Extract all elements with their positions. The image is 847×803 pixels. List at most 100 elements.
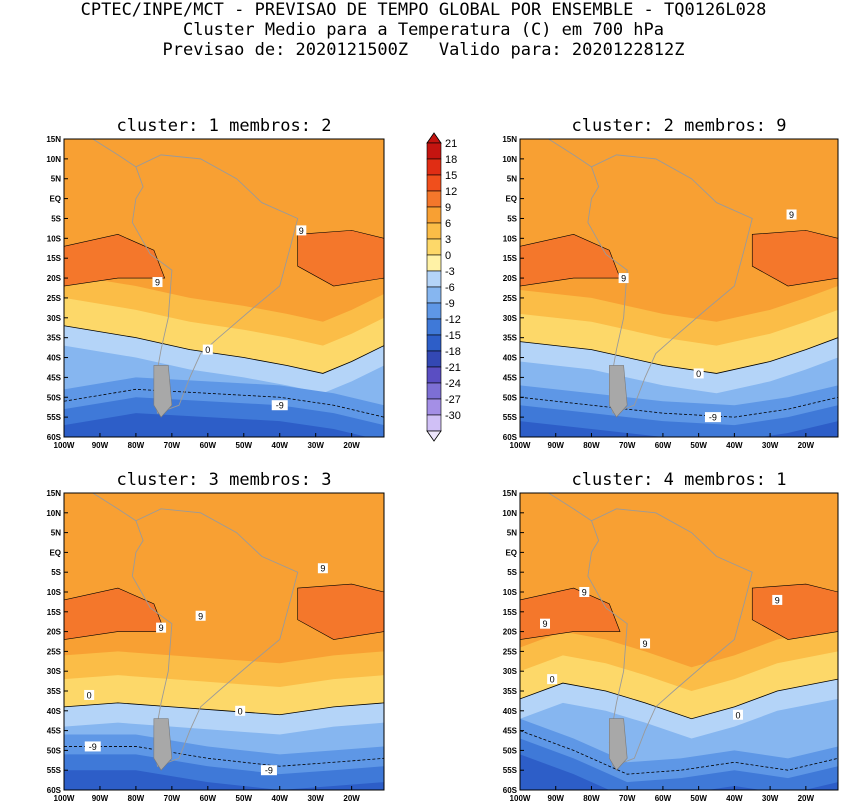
x-tick-label: 100W (54, 794, 75, 803)
y-tick-label: 45S (47, 727, 62, 736)
contour-label: 9 (299, 226, 304, 236)
contour-label-box (202, 344, 213, 355)
y-tick-label: 5N (51, 175, 61, 184)
colorbar-label: -6 (445, 282, 455, 294)
y-tick-label: 15S (503, 254, 518, 263)
band-minus12-minus9 (520, 405, 838, 437)
y-tick-label: 40S (503, 354, 518, 363)
y-tick-label: 45S (47, 373, 62, 382)
colorbar-swatch (426, 350, 442, 368)
panel-frame (519, 492, 839, 791)
y-tick-label: 25S (47, 647, 62, 656)
y-tick-label: 20S (47, 274, 62, 283)
x-tick-label: 20W (798, 794, 815, 803)
y-tick-label: 10S (47, 588, 62, 597)
colorbar-swatch (426, 238, 442, 256)
y-tick-label: 25S (503, 647, 518, 656)
contour-label-box (84, 689, 95, 700)
y-tick-label: 25S (47, 294, 62, 303)
band-minus12-minus9 (520, 738, 838, 790)
y-tick-label: 10N (46, 155, 61, 164)
x-tick-label: 90W (548, 794, 565, 803)
temperature-field (64, 493, 384, 790)
y-tick-label: 50S (503, 746, 518, 755)
colorbar-label: 15 (445, 170, 457, 182)
colorbar-label: 21 (445, 138, 457, 150)
contour-label: -9 (276, 401, 284, 411)
x-tick-label: 50W (236, 794, 253, 803)
y-tick-label: 10N (502, 509, 517, 518)
y-tick-label: 40S (47, 354, 62, 363)
y-tick-label: 40S (503, 707, 518, 716)
colorbar-label: -9 (445, 298, 455, 310)
colorbar-label: -15 (445, 330, 461, 342)
contour-label-box (540, 618, 551, 629)
coastline (587, 508, 753, 767)
y-tick-label: 15S (47, 254, 62, 263)
y-tick-label: 40S (47, 707, 62, 716)
contour-label: 9 (789, 210, 794, 220)
coastline (131, 154, 299, 414)
isotherm-0 (64, 702, 384, 716)
figure-canvas: 9 9 0 -9 cluster: 1 membros: 2 15N 10N 5N EQ 5S 10… (46, 116, 839, 803)
colorbar-swatch (426, 254, 442, 272)
contour-label-box (317, 563, 328, 574)
colorbar-label: -3 (445, 266, 455, 278)
contour-label: 0 (87, 690, 92, 700)
contour-label-box (195, 610, 206, 621)
colorbar-swatch (426, 286, 442, 304)
x-tick-label: 100W (510, 794, 531, 803)
x-tick-label: 80W (583, 441, 600, 450)
y-tick-label: 35S (503, 334, 518, 343)
colorbar-label: -24 (445, 378, 461, 390)
coastline-central-america (520, 139, 592, 168)
colorbar: 21 18 15 12 9 6 3 0 -3 -6 -9 -12 -15 -18 -21 -24 -27 -30 (426, 132, 461, 442)
colorbar-swatch (426, 222, 442, 240)
contour-label-box (704, 412, 721, 423)
contour-label: -9 (265, 766, 273, 776)
band-minus15-minus12 (64, 770, 384, 790)
colorbar-swatch (426, 206, 442, 224)
panel-title: cluster: 3 membros: 3 (117, 470, 332, 490)
y-tick-label: EQ (505, 195, 517, 204)
y-tick-label: 35S (47, 687, 62, 696)
y-tick-label: 45S (503, 727, 518, 736)
x-tick-label: 30W (762, 441, 779, 450)
contour-label: 9 (775, 595, 780, 605)
colorbar-label: -12 (445, 314, 461, 326)
y-tick-label: 10S (47, 234, 62, 243)
warm-core-east (297, 230, 384, 287)
contour-label-box (235, 705, 246, 716)
isotherm-minus9 (64, 388, 384, 418)
y-tick-label: 5S (51, 214, 61, 223)
colorbar-swatch (426, 302, 442, 320)
x-tick-label: 60W (655, 441, 672, 450)
x-tick-label: 70W (619, 441, 636, 450)
panel-frame (63, 492, 385, 791)
x-tick-label: 50W (236, 441, 253, 450)
y-tick-label: 5N (507, 175, 517, 184)
x-tick-label: 80W (128, 794, 145, 803)
y-tick-label: 5N (51, 529, 61, 538)
terrain-mask (153, 718, 173, 771)
colorbar-swatch (426, 334, 442, 352)
x-tick-label: 90W (548, 441, 565, 450)
colorbar-swatch (426, 366, 442, 384)
y-tick-label: 55S (47, 413, 62, 422)
colorbar-swatch (426, 174, 442, 192)
coastline-central-america (520, 493, 592, 522)
y-tick-label: 5S (51, 568, 61, 577)
contour-label-box (271, 400, 288, 411)
y-tick-label: 60S (47, 433, 62, 442)
x-tick-label: 40W (726, 794, 743, 803)
x-tick-label: 50W (690, 441, 707, 450)
y-tick-label: 60S (503, 433, 518, 442)
x-tick-label: 80W (128, 441, 145, 450)
panel-title: cluster: 1 membros: 2 (117, 116, 332, 136)
colorbar-swatch (426, 190, 442, 208)
colorbar-swatch (426, 398, 442, 416)
colorbar-label: -18 (445, 346, 461, 358)
contour-label-box (618, 273, 629, 284)
band-minus15-minus12 (520, 421, 838, 437)
colorbar-label: 6 (445, 218, 451, 230)
